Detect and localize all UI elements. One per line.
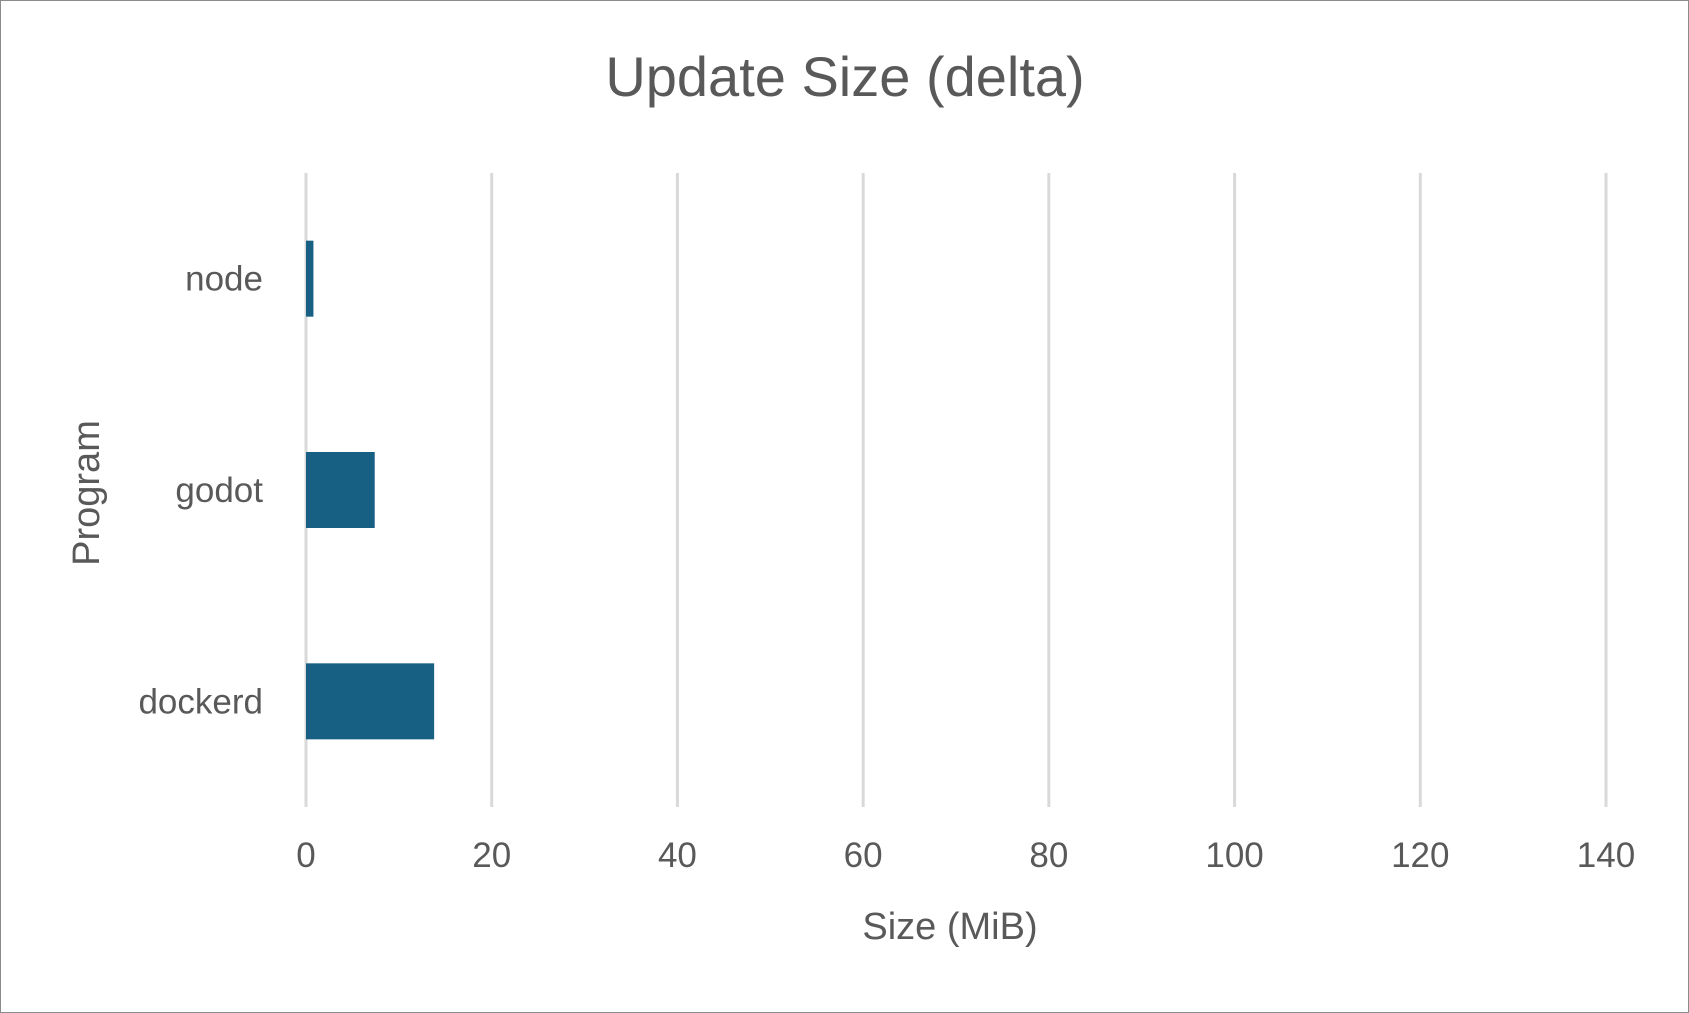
x-tick-label-140: 140 bbox=[1577, 836, 1635, 875]
y-axis-category-labels: node godot dockerd bbox=[138, 260, 263, 722]
x-axis-title: Size (MiB) bbox=[862, 906, 1037, 948]
x-tick-label-60: 60 bbox=[844, 836, 883, 875]
x-tick-label-80: 80 bbox=[1029, 836, 1068, 875]
chart-title: Update Size (delta) bbox=[605, 45, 1084, 108]
y-category-label-godot: godot bbox=[175, 471, 263, 510]
x-tick-label-20: 20 bbox=[472, 836, 511, 875]
vertical-gridlines bbox=[304, 173, 1608, 807]
bar-godot bbox=[306, 452, 375, 528]
bar-series bbox=[306, 240, 435, 740]
y-category-label-node: node bbox=[185, 260, 263, 299]
x-tick-label-0: 0 bbox=[296, 836, 315, 875]
x-tick-label-40: 40 bbox=[658, 836, 697, 875]
x-tick-label-100: 100 bbox=[1205, 836, 1263, 875]
x-tick-label-120: 120 bbox=[1391, 836, 1449, 875]
y-axis-title: Program bbox=[66, 420, 108, 566]
bar-dockerd bbox=[306, 663, 435, 740]
y-category-label-dockerd: dockerd bbox=[138, 682, 263, 721]
bar-node bbox=[306, 240, 314, 317]
x-axis-tick-labels: 0 20 40 60 80 100 120 140 bbox=[296, 836, 1635, 875]
